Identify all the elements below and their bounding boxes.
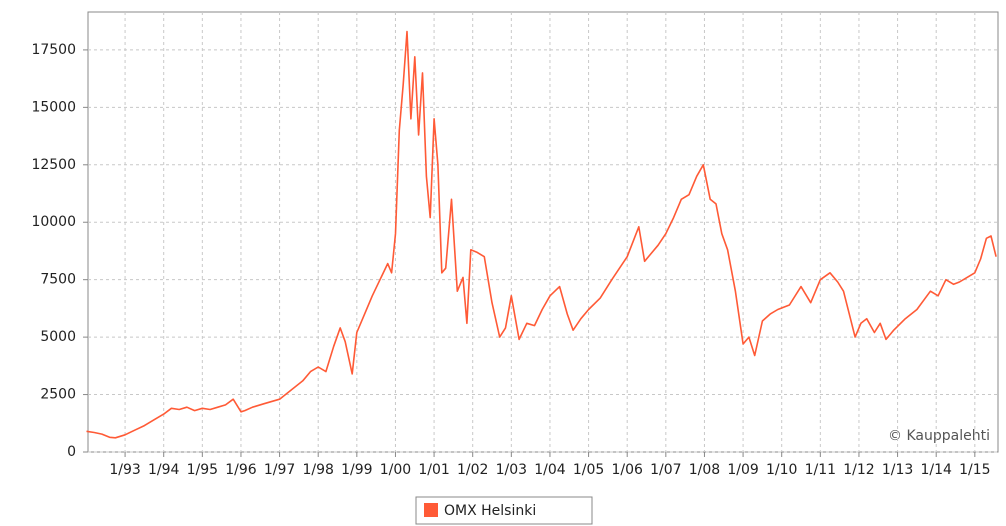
x-tick-label: 1/95 xyxy=(187,462,218,478)
plot-area xyxy=(87,11,999,453)
x-tick-label: 1/07 xyxy=(650,462,681,478)
x-tick-label: 1/15 xyxy=(959,462,990,478)
x-tick-label: 1/99 xyxy=(341,462,372,478)
x-tick-label: 1/03 xyxy=(496,462,527,478)
series-line xyxy=(86,30,997,439)
y-tick-label: 0 xyxy=(67,444,76,460)
y-tick-label: 15000 xyxy=(31,99,76,115)
x-tick-label: 1/97 xyxy=(264,462,295,478)
y-tick-label: 10000 xyxy=(31,214,76,230)
legend-label: OMX Helsinki xyxy=(444,503,536,519)
y-tick-label: 12500 xyxy=(31,157,76,173)
legend-swatch xyxy=(424,503,438,517)
y-tick-label: 5000 xyxy=(40,329,76,345)
y-tick-label: 17500 xyxy=(31,42,76,58)
x-tick-label: 1/93 xyxy=(109,462,140,478)
y-tick-label: 2500 xyxy=(40,387,76,403)
x-tick-label: 1/04 xyxy=(534,462,566,478)
x-tick-label: 1/13 xyxy=(882,462,913,478)
x-tick-label: 1/10 xyxy=(766,462,797,478)
x-tick-label: 1/08 xyxy=(689,462,720,478)
y-tick-label: 7500 xyxy=(40,272,76,288)
x-tick-label: 1/01 xyxy=(418,462,449,478)
x-tick-label: 1/02 xyxy=(457,462,488,478)
x-tick-label: 1/94 xyxy=(148,462,180,478)
x-tick-label: 1/06 xyxy=(611,462,643,478)
x-tick-label: 1/11 xyxy=(805,462,836,478)
x-tick-label: 1/12 xyxy=(843,462,874,478)
x-tick-label: 1/96 xyxy=(225,462,257,478)
x-tick-label: 1/05 xyxy=(573,462,604,478)
annotation: © Kauppalehti xyxy=(888,428,990,444)
x-tick-label: 1/00 xyxy=(380,462,411,478)
x-tick-label: 1/09 xyxy=(727,462,758,478)
x-tick-label: 1/98 xyxy=(302,462,333,478)
x-tick-label: 1/14 xyxy=(920,462,952,478)
legend xyxy=(415,496,593,525)
